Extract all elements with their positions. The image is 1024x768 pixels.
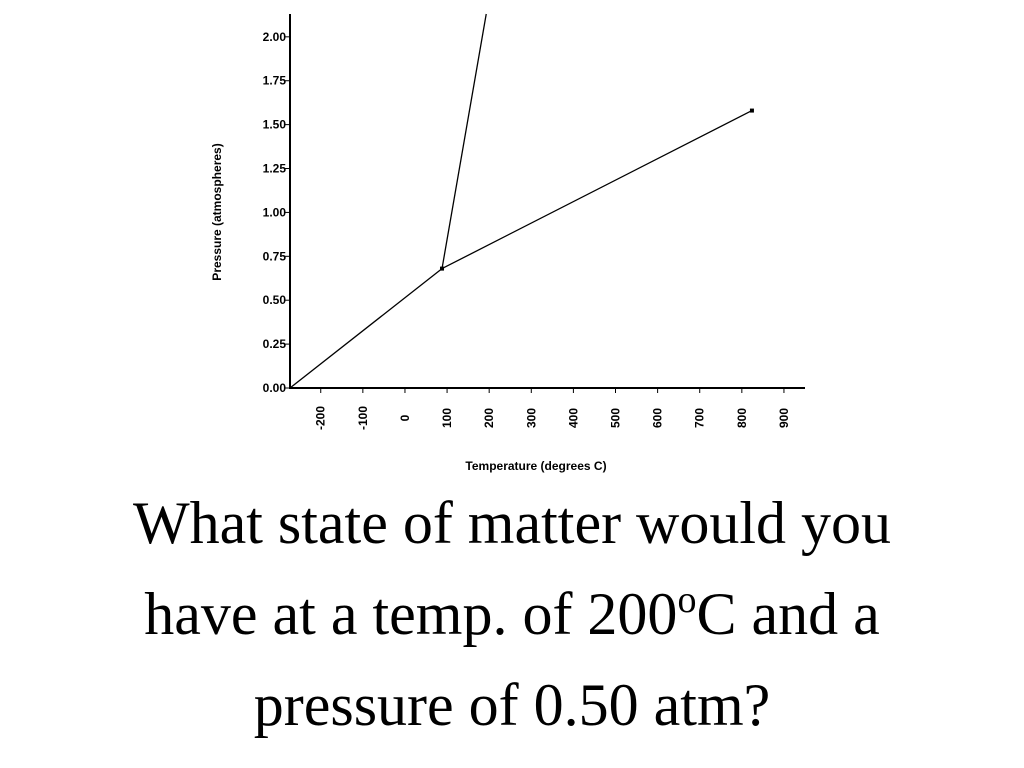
phase-line: [289, 268, 443, 389]
x-tick-label: 500: [609, 408, 623, 428]
y-tick-label: 1.75: [263, 74, 287, 88]
point-marker: [749, 108, 754, 113]
x-tick-label: 400: [566, 408, 580, 428]
question-text: C and a: [696, 581, 880, 647]
x-tick-label: 900: [777, 408, 791, 428]
y-tick-label: 1.50: [263, 118, 287, 132]
x-tick-label: -100: [356, 406, 370, 430]
x-tick-label: 600: [651, 408, 665, 428]
y-tick-label: 1.00: [263, 205, 287, 219]
x-tick-label: 800: [735, 408, 749, 428]
y-tick-label: 0.25: [263, 337, 287, 351]
question-text: have at a temp. of 200: [144, 581, 678, 647]
question-text: pressure of 0.50 atm?: [253, 672, 771, 738]
x-tick-label: -200: [314, 406, 328, 430]
x-tick-label: 200: [482, 408, 496, 428]
y-tick-label: 0.50: [263, 293, 287, 307]
question-text: What state of matter would you: [132, 490, 892, 556]
y-tick-label: 0.75: [263, 249, 287, 263]
x-tick-label: 300: [524, 408, 538, 428]
question: What state of matter would you have at a …: [0, 478, 1024, 751]
degree-sign: o: [677, 579, 697, 621]
y-tick-label: 1.25: [263, 162, 287, 176]
x-axis-label: Temperature (degrees C): [465, 459, 606, 473]
chart: Temperature (degrees C) Pressure (atmosp…: [210, 13, 805, 473]
y-tick-label: 2.00: [263, 30, 287, 44]
y-tick-label: 0.00: [263, 381, 287, 395]
x-tick-label: 700: [693, 408, 707, 428]
y-axis-label: Pressure (atmospheres): [210, 143, 224, 280]
x-tick-label: 0: [398, 414, 412, 421]
x-tick-label: 100: [440, 408, 454, 428]
phase-line: [441, 13, 487, 269]
phase-line: [441, 109, 753, 270]
